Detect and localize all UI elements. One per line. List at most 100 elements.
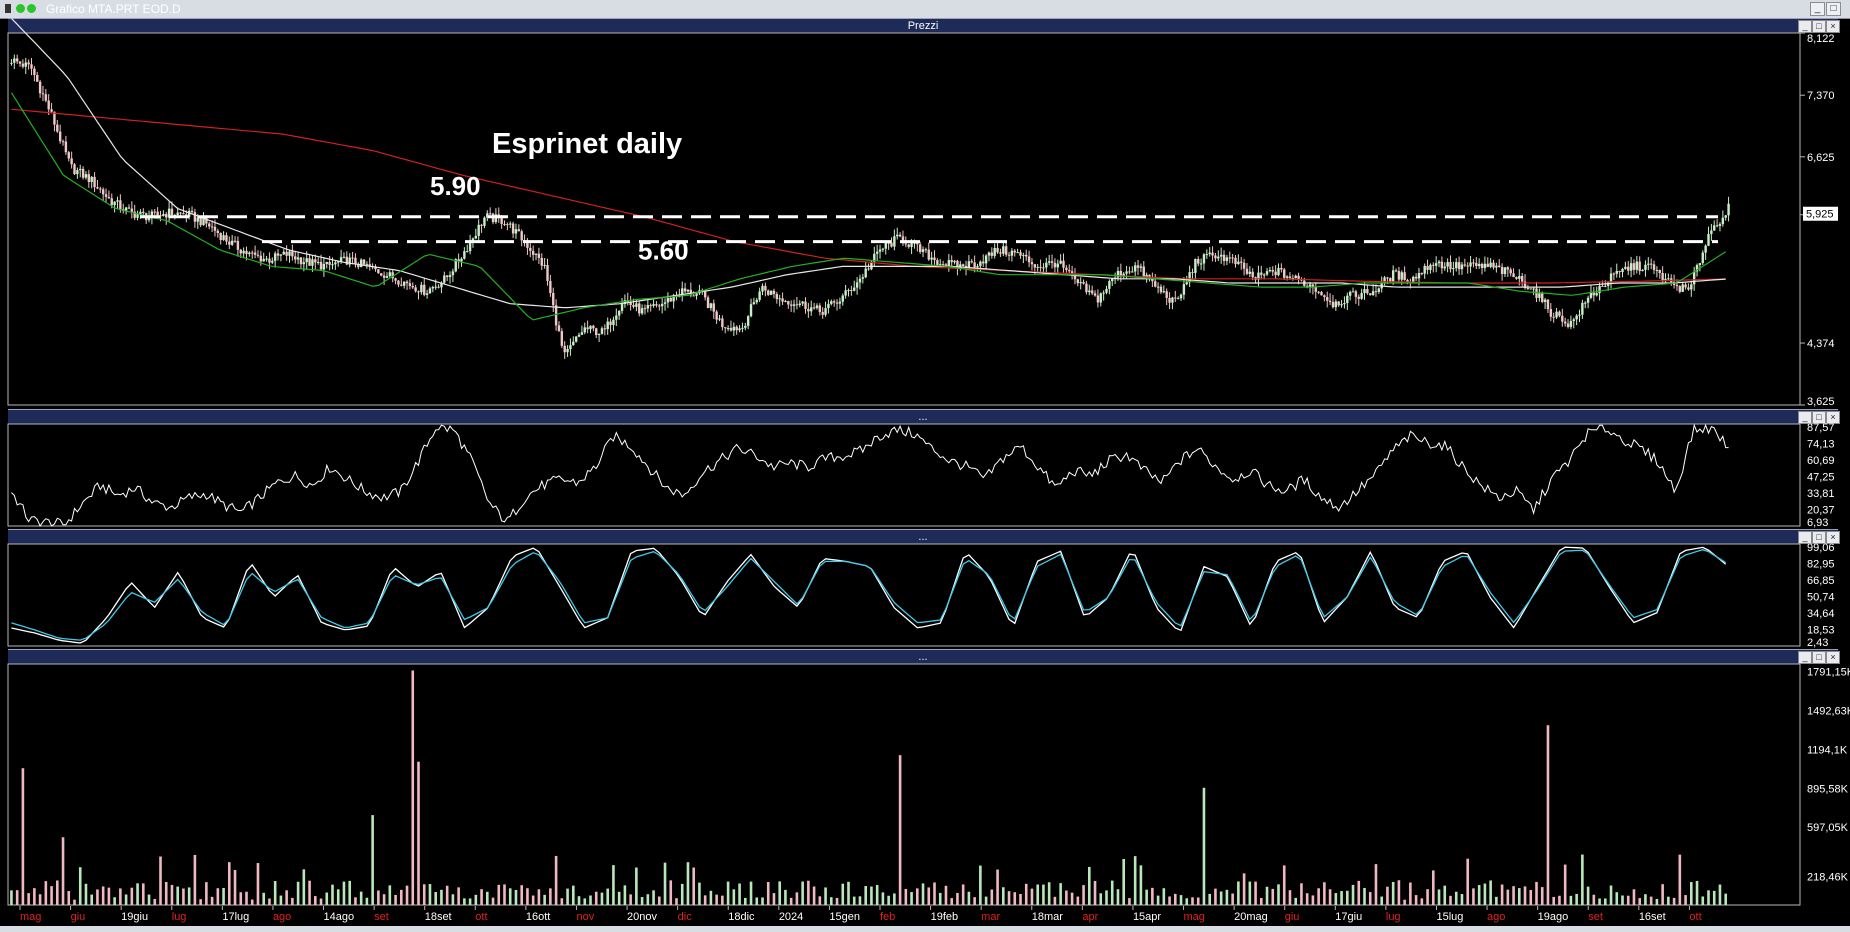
volume-bar — [1363, 887, 1366, 905]
volume-bar — [21, 768, 25, 905]
price-candle — [569, 345, 572, 349]
stochastic-panel-title-label: ... — [918, 531, 928, 543]
price-candle — [681, 288, 684, 297]
price-candle — [1116, 270, 1120, 278]
price-candle — [1019, 252, 1022, 256]
price-candle — [896, 234, 899, 237]
price-candle — [1033, 264, 1037, 268]
price-candle — [1096, 295, 1100, 303]
panel-close-button[interactable]: × — [1826, 531, 1840, 544]
price-candle — [655, 304, 658, 306]
volume-bar — [463, 898, 466, 905]
panel-minimize-button[interactable]: _ — [1798, 411, 1812, 424]
price-candle — [979, 261, 982, 267]
volume-bar — [732, 889, 736, 905]
price-candle — [328, 261, 331, 265]
volume-bar — [508, 888, 512, 905]
volume-bar — [445, 885, 449, 905]
price-candle — [440, 282, 443, 288]
panel-maximize-button[interactable]: □ — [1812, 411, 1826, 424]
volume-bar — [250, 899, 254, 905]
price-candle — [597, 333, 601, 336]
price-candle — [1219, 254, 1223, 257]
volume-bar — [1655, 898, 1659, 905]
panel-close-button[interactable]: × — [1826, 651, 1840, 664]
price-candle — [1520, 276, 1524, 282]
volume-bar — [50, 886, 53, 905]
volume-bar — [772, 893, 776, 905]
price-candle — [566, 348, 569, 353]
price-candle — [1434, 263, 1438, 266]
price-candle — [939, 264, 942, 266]
price-candle — [1050, 261, 1054, 263]
price-candle — [580, 332, 584, 335]
price-candle — [1328, 300, 1332, 302]
panel-minimize-button[interactable]: _ — [1798, 531, 1812, 544]
rsi-tick-label: 47,25 — [1807, 471, 1835, 483]
minimize-button[interactable]: _ — [1810, 2, 1825, 16]
price-candle — [881, 248, 885, 250]
price-candle — [801, 301, 804, 304]
volume-bar — [1535, 881, 1538, 905]
price-candle — [1446, 262, 1449, 267]
x-tick-label: nov — [576, 911, 594, 923]
price-candle — [850, 290, 853, 292]
volume-tick-label: 1194,1K — [1807, 744, 1848, 756]
price-candle — [285, 251, 288, 256]
volume-bar — [1185, 898, 1189, 905]
panel-close-button[interactable]: × — [1826, 20, 1840, 33]
maximize-button[interactable]: □ — [1826, 2, 1841, 16]
volume-bar — [170, 884, 174, 905]
volume-bar — [1254, 881, 1257, 905]
x-tick-label: ott — [475, 911, 487, 923]
price-candle — [552, 293, 555, 306]
price-candle — [1145, 274, 1148, 277]
price-candle — [1572, 319, 1575, 321]
x-tick-label: 18dic — [728, 911, 755, 923]
panel-maximize-button[interactable]: □ — [1812, 531, 1826, 544]
price-candle — [1489, 262, 1492, 267]
price-candle — [153, 211, 156, 213]
volume-bar — [27, 893, 30, 905]
volume-bar — [1013, 892, 1017, 905]
price-candle — [554, 305, 558, 326]
window-menu-icon[interactable] — [5, 4, 11, 13]
volume-bar — [629, 894, 632, 905]
volume-bar — [486, 891, 489, 905]
volume-bar — [1351, 884, 1355, 905]
price-candle — [113, 201, 116, 206]
price-candle — [844, 290, 847, 296]
volume-bar — [1466, 858, 1469, 905]
volume-bar — [1047, 882, 1051, 905]
panel-minimize-button[interactable]: _ — [1798, 651, 1812, 664]
price-candle — [302, 262, 306, 265]
price-candle — [282, 251, 285, 255]
price-candle — [1480, 263, 1484, 268]
price-candle — [345, 256, 349, 265]
price-candle — [339, 257, 343, 262]
price-candle — [374, 266, 377, 270]
volume-bar — [830, 897, 833, 905]
volume-bar — [1695, 880, 1699, 905]
volume-bar — [1397, 880, 1401, 905]
price-candle — [420, 284, 423, 293]
price-candle — [950, 260, 953, 263]
price-candle — [847, 290, 850, 292]
price-tick-label: 8,122 — [1807, 33, 1835, 45]
price-candle — [13, 58, 16, 63]
x-tick-label: 16ott — [526, 911, 550, 923]
volume-bar — [1489, 880, 1492, 905]
price-candle — [761, 285, 764, 292]
volume-bar — [1317, 888, 1320, 905]
panel-maximize-button[interactable]: □ — [1812, 20, 1826, 33]
panel-maximize-button[interactable]: □ — [1812, 651, 1826, 664]
volume-bar — [1151, 887, 1154, 905]
panel-close-button[interactable]: × — [1826, 411, 1840, 424]
x-tick-label: dic — [678, 911, 693, 923]
volume-bar — [1598, 898, 1601, 905]
price-candle — [855, 282, 859, 288]
price-candle — [870, 261, 873, 270]
price-candle — [506, 224, 509, 226]
price-candle — [526, 241, 529, 248]
